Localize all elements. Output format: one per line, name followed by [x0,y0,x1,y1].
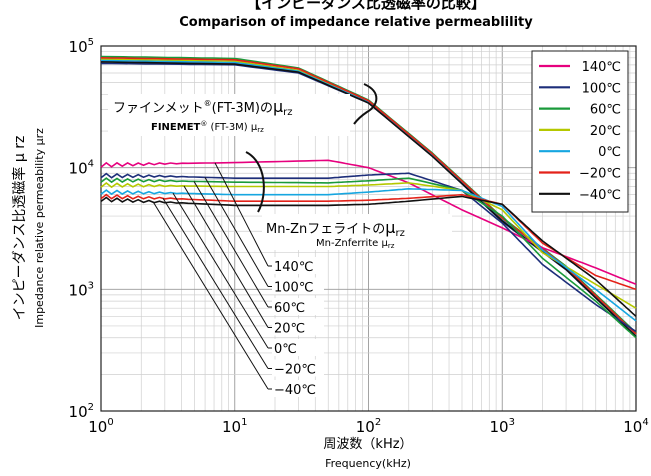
legend-label: −20℃ [579,167,621,182]
mnzn-annotation: Mn-Znフェライトのμrz Mn-Znferrite μrz 140℃100℃… [152,151,452,398]
mnzn-jp-sub: rz [395,228,404,239]
finemet-bracket [353,83,378,125]
finemet-annotation: ファインメット®(FT-3M)のμrz FINEMET® (FT-3M) μrz [108,83,378,136]
callout-label-backing [272,359,324,377]
y-axis-label-en: Impedance relative permeability μrz [33,128,46,328]
x-tick-label: 102 [356,417,381,436]
callout-leader [214,162,269,267]
callout-label-backing [272,298,324,315]
y-tick-label: 103 [69,280,94,299]
plot-frame [100,45,637,412]
callout-leader [193,181,269,308]
finemet-en-sup: ® [200,120,207,128]
x-tick-labels: 100 101 102 103 104 [88,417,648,436]
finemet-series-line [100,61,637,337]
y-tick-labels: 102 103 104 105 [69,37,94,421]
callout-label-backing [272,277,324,295]
legend-label: −40℃ [579,188,621,203]
chart-subtitle: Comparison of impedance relative permeab… [179,15,533,30]
callout-label: 140℃ [274,260,313,275]
legend-label: 100℃ [582,81,621,96]
mnzn-series-line [100,195,637,317]
mnzn-series-line [100,172,637,333]
x-tick-label: 100 [88,417,113,436]
finemet-label-en: FINEMET® (FT-3M) μrz [151,120,264,134]
callout-leader [183,185,269,328]
y-tick-label: 104 [69,159,94,178]
callout-leader [162,197,269,369]
x-axis-label-en: Frequency(kHz) [325,457,411,470]
legend-label: 140℃ [582,60,621,75]
finemet-en-name: FINEMET [151,122,201,133]
legend-box [531,50,629,213]
finemet-jp-name: ファインメット [113,101,204,116]
finemet-jp-sub: rz [283,107,292,118]
callout-label: 60℃ [274,301,305,316]
mnzn-jp-mu: μ [385,218,395,237]
finemet-en-model: (FT-3M) μ [207,122,258,133]
finemet-label-jp: ファインメット®(FT-3M)のμrz [113,97,293,118]
finemet-label-backing [108,94,350,136]
mnzn-en-sub: rz [388,242,395,250]
callout-leader [172,192,269,349]
legend: 140℃ 100℃ 60℃ 20℃ 0℃ −20℃ −40℃ [531,50,629,213]
mnzn-label-en: Mn-Znferrite μrz [316,238,395,250]
mnzn-jp-name: Mn-Znフェライトの [266,222,385,237]
callout-leader [152,201,269,390]
legend-label: 60℃ [590,103,621,118]
callout-label: 0℃ [274,342,297,357]
y-axis-label: インピーダンス比透磁率 μ rz [11,136,28,321]
finemet-jp-sup: ® [204,99,212,108]
finemet-jp-model: (FT-3M)の [212,101,273,116]
callout-label: 20℃ [274,322,305,337]
mnzn-temperature-callouts: 140℃ 100℃ 60℃ 20℃ 0℃ −20℃ −40℃ [152,162,324,398]
mnzn-series-line [100,177,637,339]
callout-label: −40℃ [274,383,316,398]
legend-label: 20℃ [590,124,621,139]
callout-label-backing [272,339,324,356]
mnzn-label-jp: Mn-Znフェライトのμrz [266,218,405,239]
mnzn-series-group [100,159,637,339]
mnzn-label-backing [262,214,452,250]
callout-label-backing [272,380,324,397]
x-tick-label: 101 [222,417,247,436]
callout-label: −20℃ [274,363,316,378]
mnzn-en-name: Mn-Znferrite μ [316,238,389,249]
y-tick-label: 102 [69,402,94,421]
callout-label-backing [272,257,324,274]
mnzn-series-line [100,187,637,322]
legend-label: 0℃ [598,145,621,160]
callout-leader [204,177,269,287]
x-tick-label: 103 [490,417,515,436]
finemet-jp-mu: μ [273,97,283,116]
callout-label-backing [272,318,324,336]
x-axis-label: 周波数（kHz） [323,437,412,452]
y-tick-label: 105 [69,37,94,56]
mnzn-bracket [245,151,265,213]
chart-title: 【インピーダンス比透磁率の比較】 [246,0,486,12]
callout-label: 100℃ [274,281,313,296]
finemet-en-sub: rz [257,126,264,134]
x-tick-label: 104 [623,417,648,436]
